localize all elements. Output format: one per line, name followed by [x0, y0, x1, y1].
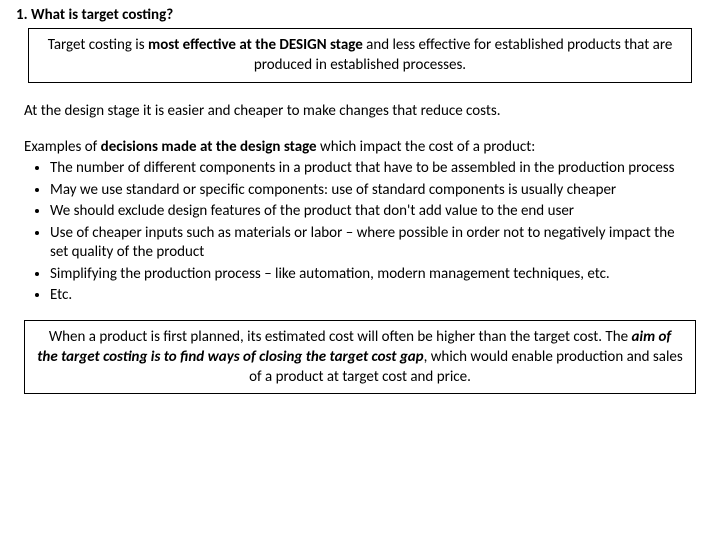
- para2-bold: decisions made at the design stage: [101, 138, 317, 156]
- bullet-list: The number of different components in a …: [24, 159, 696, 306]
- callout2-pre: When a product is first planned, its est…: [49, 328, 632, 346]
- callout-box-bottom: When a product is first planned, its est…: [24, 320, 696, 395]
- list-item: We should exclude design features of the…: [50, 202, 696, 222]
- callout-box-top: Target costing is most effective at the …: [28, 28, 692, 83]
- list-item: May we use standard or specific componen…: [50, 181, 696, 201]
- callout-text-pre: Target costing is: [48, 36, 148, 54]
- page-title: 1. What is target costing?: [16, 6, 704, 24]
- list-item: The number of different components in a …: [50, 159, 696, 179]
- slide-page: 1. What is target costing? Target costin…: [0, 0, 720, 404]
- callout-text-bold: most effective at the DESIGN stage: [148, 36, 363, 54]
- para2-pre: Examples of: [24, 138, 101, 156]
- list-item: Use of cheaper inputs such as materials …: [50, 224, 696, 263]
- list-item: Etc.: [50, 286, 696, 306]
- para2-post: which impact the cost of a product:: [317, 138, 536, 156]
- paragraph-2: Examples of decisions made at the design…: [24, 137, 696, 157]
- paragraph-1: At the design stage it is easier and che…: [24, 101, 696, 121]
- body-content: At the design stage it is easier and che…: [24, 101, 696, 306]
- list-item: Simplifying the production process – lik…: [50, 265, 696, 285]
